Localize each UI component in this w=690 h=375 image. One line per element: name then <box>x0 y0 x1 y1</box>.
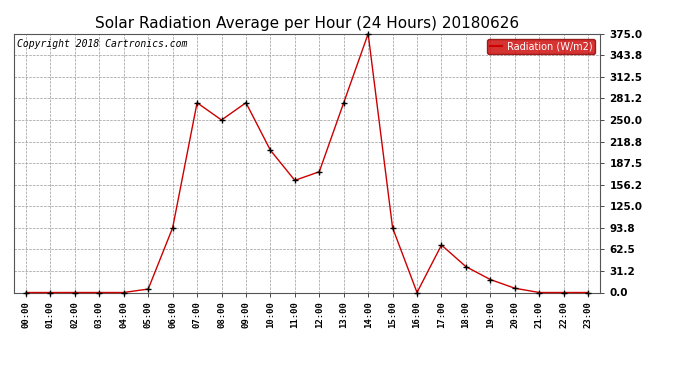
Title: Solar Radiation Average per Hour (24 Hours) 20180626: Solar Radiation Average per Hour (24 Hou… <box>95 16 519 31</box>
Legend: Radiation (W/m2): Radiation (W/m2) <box>487 39 595 54</box>
Text: Copyright 2018 Cartronics.com: Copyright 2018 Cartronics.com <box>17 39 187 49</box>
